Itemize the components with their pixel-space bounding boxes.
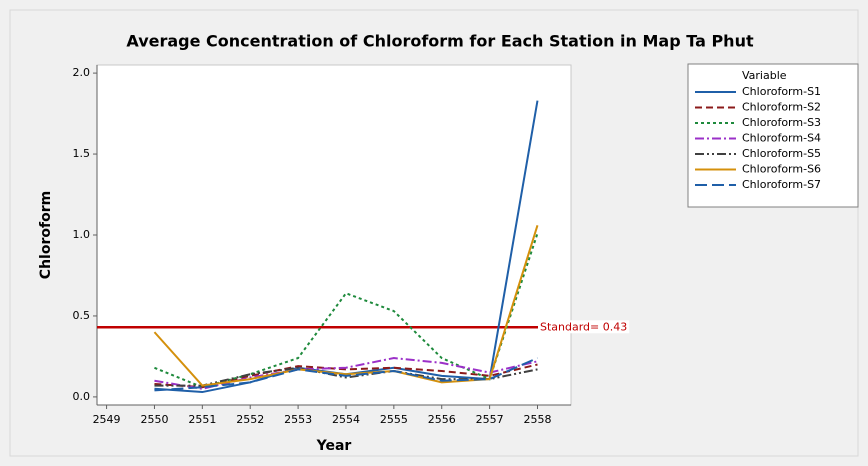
x-tick-label: 2555	[380, 413, 408, 426]
x-tick-label: 2557	[476, 413, 504, 426]
series-line	[154, 357, 538, 392]
chart-title: Average Concentration of Chloroform for …	[126, 32, 754, 51]
x-tick-label: 2553	[284, 413, 312, 426]
x-tick-label: 2558	[523, 413, 551, 426]
legend-label: Chloroform-S6	[742, 163, 821, 176]
x-tick-label: 2551	[188, 413, 216, 426]
legend-label: Chloroform-S3	[742, 116, 821, 129]
legend-title: Variable	[742, 69, 787, 82]
y-tick-label: 1.0	[73, 228, 91, 241]
legend-label: Chloroform-S2	[742, 101, 821, 114]
legend-box	[687, 63, 859, 208]
x-tick-label: 2556	[428, 413, 456, 426]
series-line	[153, 224, 539, 387]
x-tick-label: 2549	[93, 413, 121, 426]
legend-label: Chloroform-S4	[742, 132, 821, 145]
y-tick-label: 0.5	[73, 309, 91, 322]
x-tick-label: 2550	[140, 413, 168, 426]
y-tick-label: 2.0	[73, 66, 91, 79]
series-line	[154, 363, 538, 389]
y-axis-label: Chloroform	[38, 191, 54, 279]
legend-label: Chloroform-S5	[742, 147, 821, 160]
y-tick-label: 0.0	[73, 390, 91, 403]
x-tick-label: 2554	[332, 413, 360, 426]
reference-label-bg	[538, 320, 630, 334]
legend-label: Chloroform-S1	[742, 85, 821, 98]
plot-area	[96, 64, 572, 406]
reference-label: Standard= 0.43	[540, 320, 627, 333]
series-line	[154, 366, 538, 387]
x-tick-label: 2552	[236, 413, 264, 426]
x-axis-label: Year	[316, 438, 352, 454]
series-line	[154, 357, 538, 390]
y-tick-label: 1.5	[73, 147, 91, 160]
legend-label: Chloroform-S7	[742, 178, 821, 191]
